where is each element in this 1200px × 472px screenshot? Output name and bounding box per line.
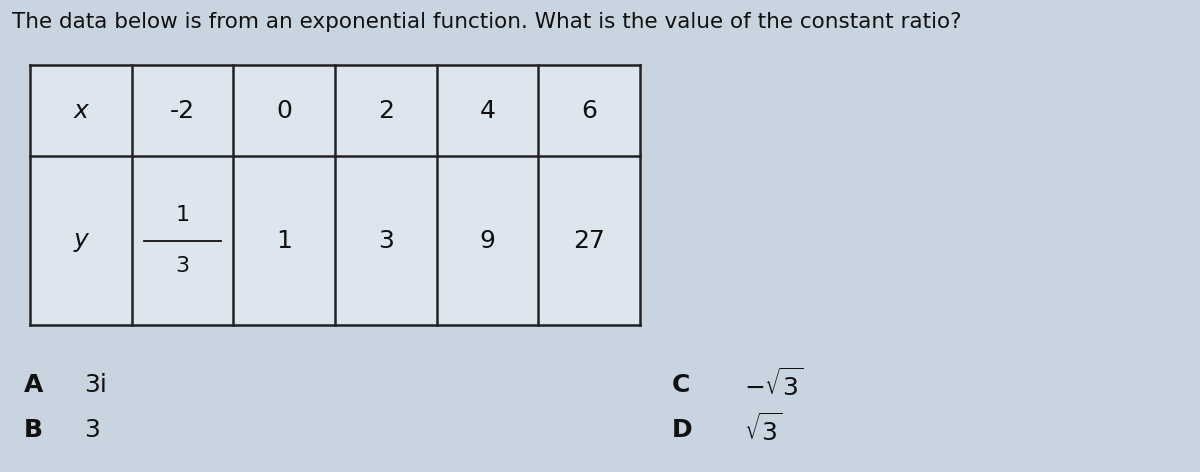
Text: 27: 27 <box>574 228 605 253</box>
Text: The data below is from an exponential function. What is the value of the constan: The data below is from an exponential fu… <box>12 12 961 32</box>
Text: 3: 3 <box>175 256 190 277</box>
Text: 9: 9 <box>480 228 496 253</box>
Text: 3: 3 <box>84 418 100 442</box>
Text: 2: 2 <box>378 99 394 123</box>
Text: -2: -2 <box>170 99 196 123</box>
Text: y: y <box>73 228 89 253</box>
Text: C: C <box>672 373 690 397</box>
Text: $-\sqrt{3}$: $-\sqrt{3}$ <box>744 369 804 401</box>
Text: 6: 6 <box>581 99 598 123</box>
Text: x: x <box>73 99 89 123</box>
Text: 1: 1 <box>276 228 292 253</box>
Text: 3i: 3i <box>84 373 107 397</box>
Text: 0: 0 <box>276 99 292 123</box>
Text: 3: 3 <box>378 228 394 253</box>
Text: B: B <box>24 418 43 442</box>
Text: 1: 1 <box>175 204 190 225</box>
Text: D: D <box>672 418 692 442</box>
Text: $\sqrt{3}$: $\sqrt{3}$ <box>744 413 782 447</box>
Text: A: A <box>24 373 43 397</box>
Text: 4: 4 <box>480 99 496 123</box>
